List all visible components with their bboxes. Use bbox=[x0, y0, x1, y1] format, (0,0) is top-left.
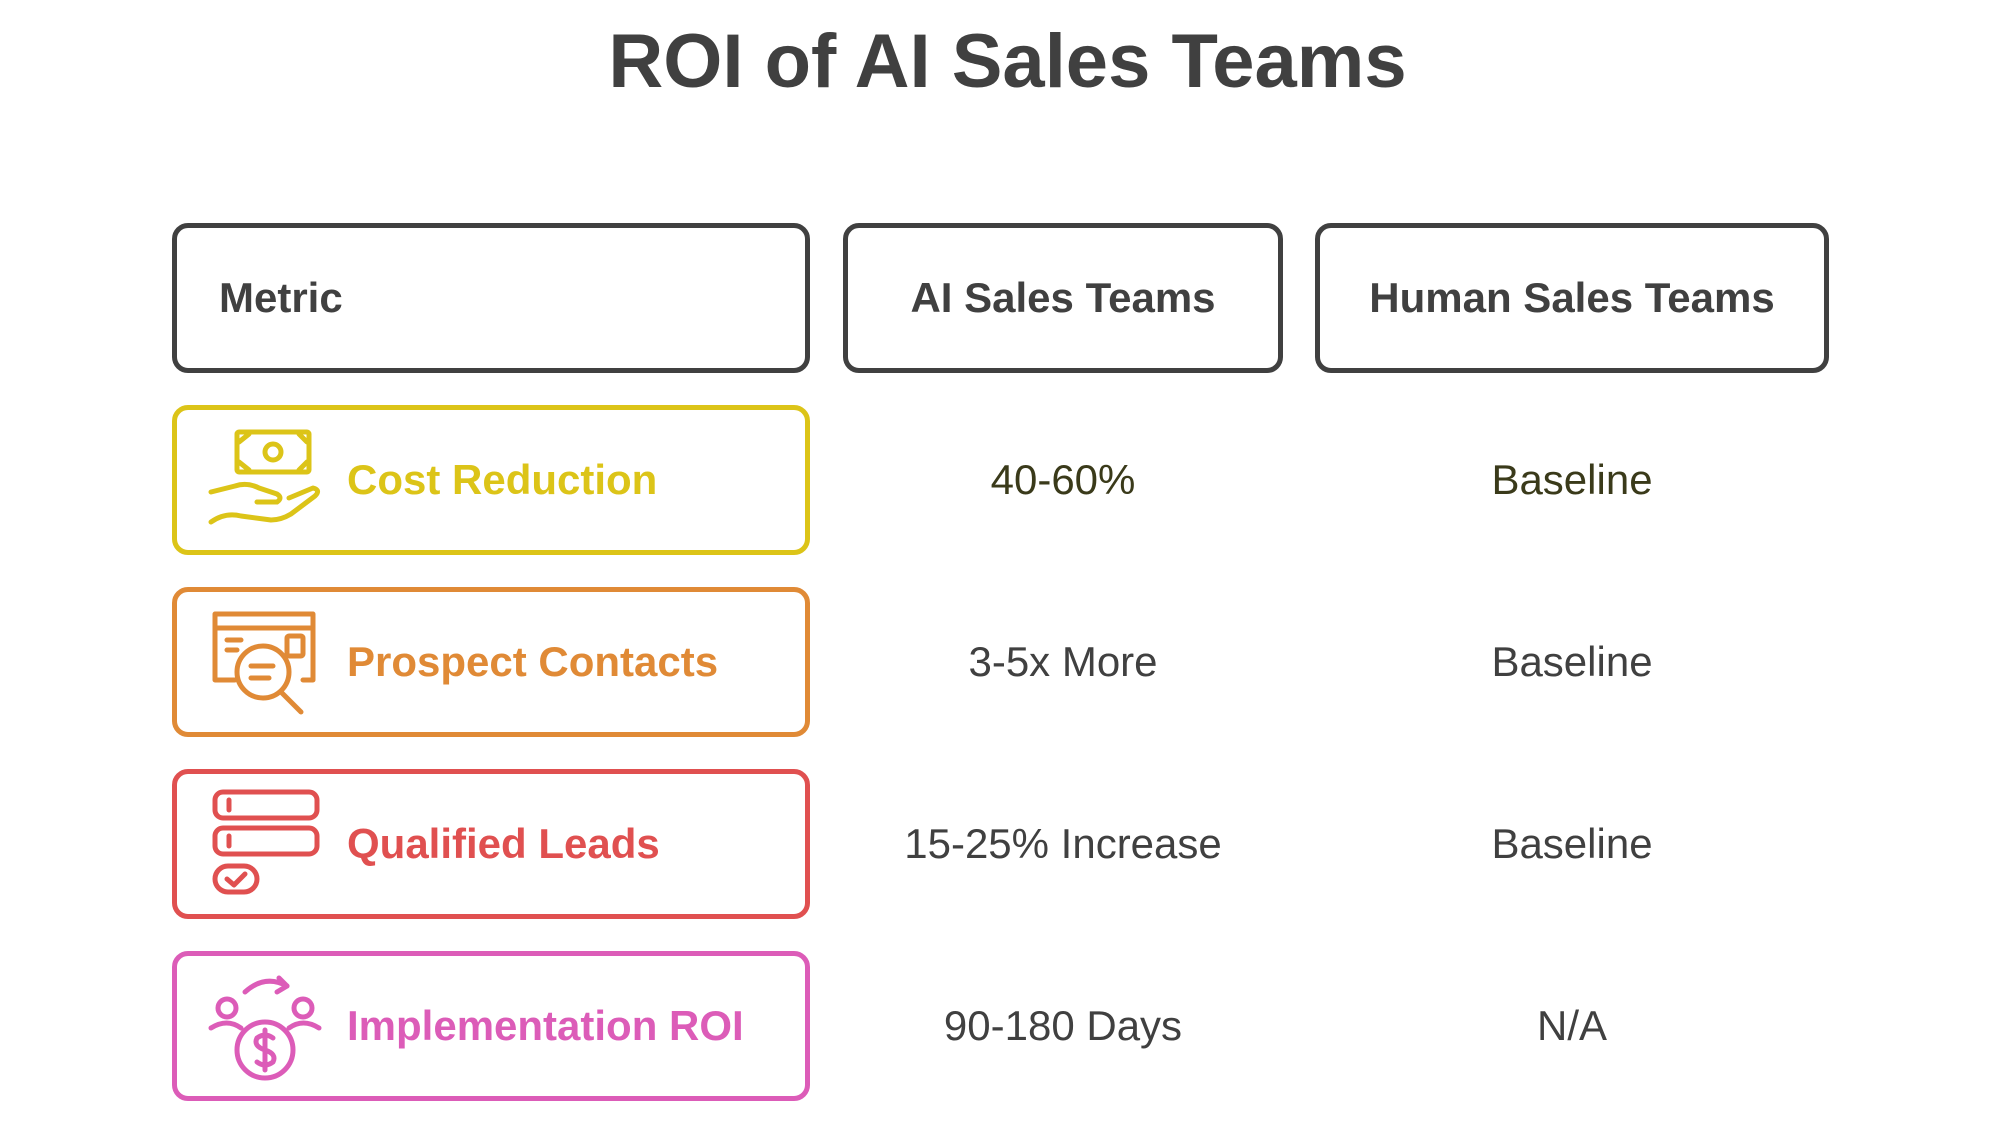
ai-value-qualified-leads: 15-25% Increase bbox=[904, 820, 1222, 867]
money-cycle-icon bbox=[208, 975, 322, 1081]
ai-value-prospect-contacts: 3-5x More bbox=[968, 638, 1158, 685]
header-metric-label: Metric bbox=[219, 274, 343, 321]
metric-box-prospect-contacts: Prospect Contacts bbox=[172, 587, 810, 737]
header-ai-sales-teams: AI Sales Teams bbox=[843, 223, 1283, 373]
cash-in-hand-icon bbox=[208, 429, 321, 525]
header-human-sales-teams: Human Sales Teams bbox=[1315, 223, 1829, 373]
metric-box-qualified-leads: Qualified Leads bbox=[172, 769, 810, 919]
document-search-icon bbox=[212, 611, 316, 715]
human-value-qualified-leads: Baseline bbox=[1491, 820, 1653, 867]
human-value-cost-reduction: Baseline bbox=[1491, 456, 1653, 503]
metric-box-cost-reduction: Cost Reduction bbox=[172, 405, 810, 555]
human-value-implementation-roi: N/A bbox=[1536, 1002, 1607, 1049]
header-ai-label: AI Sales Teams bbox=[910, 274, 1216, 321]
checklist-stack-icon bbox=[212, 789, 320, 895]
header-metric: Metric bbox=[172, 223, 810, 373]
page-title: ROI of AI Sales Teams bbox=[608, 19, 1407, 104]
human-value-prospect-contacts: Baseline bbox=[1491, 638, 1653, 685]
metric-label-prospect-contacts: Prospect Contacts bbox=[347, 638, 719, 685]
header-human-label: Human Sales Teams bbox=[1369, 274, 1775, 321]
ai-value-cost-reduction: 40-60% bbox=[990, 456, 1136, 503]
metric-box-implementation-roi: Implementation ROI bbox=[172, 951, 810, 1101]
metric-label-qualified-leads: Qualified Leads bbox=[347, 820, 660, 867]
ai-value-implementation-roi: 90-180 Days bbox=[943, 1002, 1183, 1049]
metric-label-implementation-roi: Implementation ROI bbox=[347, 1002, 744, 1049]
metric-label-cost-reduction: Cost Reduction bbox=[347, 456, 658, 503]
